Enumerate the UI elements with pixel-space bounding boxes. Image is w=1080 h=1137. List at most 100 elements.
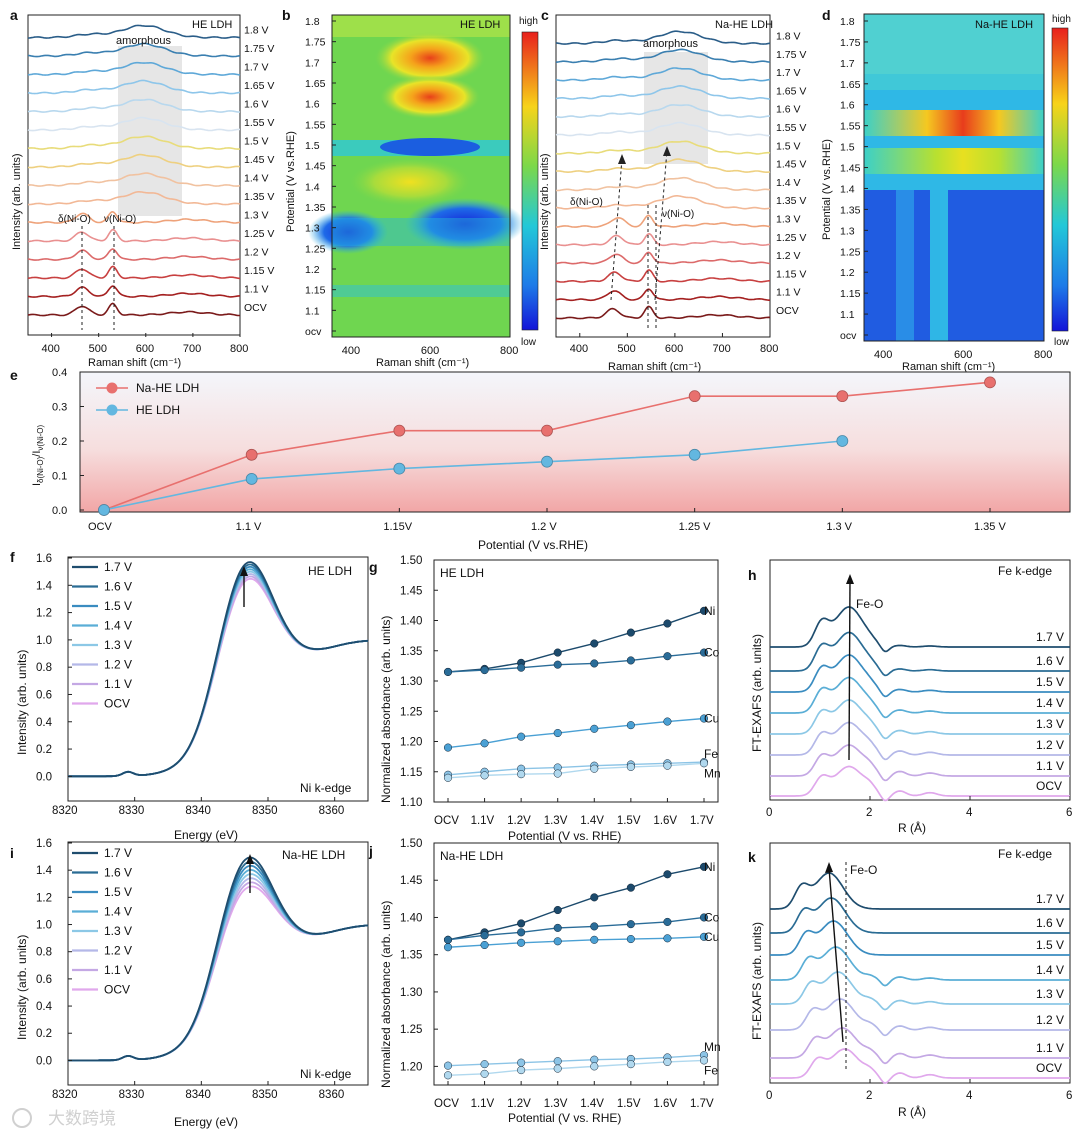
xtick-label: 6 xyxy=(1066,807,1072,819)
voltage-label-12: 1.65 V xyxy=(244,80,274,92)
xtick-label: 500 xyxy=(89,343,107,355)
ytick-label: ocv xyxy=(305,326,322,338)
panel-a-xlabel: Raman shift (cm⁻¹) xyxy=(88,357,181,369)
c-arrowhead-2 xyxy=(663,146,671,156)
colorbar-b-high: high xyxy=(519,16,538,27)
raman-spectrum-5 xyxy=(27,210,241,224)
heatmap-b-frame xyxy=(331,14,511,338)
panel-c: c Na-HE LDH amorphous δ(Ni-O) ν(Ni-O) OC… xyxy=(539,7,806,373)
voltage-label-1: 1.6 V xyxy=(1036,654,1064,668)
legend-label: 1.3 V xyxy=(104,638,132,652)
exafs-spectrum-6 xyxy=(770,1027,1070,1065)
raman-spectrum-9 xyxy=(27,135,241,150)
delta-nio-label: δ(Ni-O) xyxy=(58,214,91,225)
ytick-label: 1.2 xyxy=(840,267,855,279)
panel-j-series: Ni Co Cu Mn Fe xyxy=(443,860,721,1080)
panel-b-ylabel: Potential (V vs.RHE) xyxy=(285,131,297,232)
xtick-label: 8360 xyxy=(319,805,345,817)
data-point xyxy=(443,1061,453,1070)
voltage-label-12: 1.65 V xyxy=(776,85,806,97)
legend-label: 1.7 V xyxy=(104,560,132,574)
panel-j-title: Na-HE LDH xyxy=(440,849,503,863)
ytick-label: 1.7 xyxy=(305,57,320,69)
voltage-label-7: 1.4 V xyxy=(776,177,801,189)
xtick-label: 1.7V xyxy=(690,1098,714,1110)
data-point xyxy=(663,934,672,943)
panel-f: f HE LDH Ni k-edge 1.7 V1.6 V1.5 V1.4 V1… xyxy=(10,549,369,842)
ytick-label: 1.15 xyxy=(305,285,326,297)
exafs-spectrum-1 xyxy=(770,897,1070,934)
xtick-label: 8320 xyxy=(52,1089,78,1101)
data-point xyxy=(626,883,635,892)
raman-spectrum-13 xyxy=(27,61,241,76)
data-point xyxy=(626,721,635,730)
series-label: Ni xyxy=(704,604,715,618)
panel-f-legend: 1.7 V 1.6 V 1.5 V 1.4 V 1.3 V 1.2 V 1.1 V OCV xyxy=(72,560,132,711)
raman-spectrum-13 xyxy=(555,67,771,82)
ytick-label: 1.30 xyxy=(400,676,422,688)
panel-b-xlabel: Raman shift (cm⁻¹) xyxy=(376,357,469,369)
ytick-label: 1.50 xyxy=(400,555,422,567)
panel-k-ylabel: FT-EXAFS (arb. units) xyxy=(750,922,764,1040)
raman-spectrum-1 xyxy=(555,288,770,302)
data-point xyxy=(443,743,453,752)
ytick-label: 1.0 xyxy=(36,635,52,647)
ytick-label: 1.20 xyxy=(400,1061,422,1073)
series-line-0 xyxy=(447,610,705,673)
series-label: Ni xyxy=(704,860,715,874)
data-point xyxy=(626,935,635,944)
panel-b-yticks: ocv 1.1 1.15 1.2 1.25 1.3 1.35 1.4 1.45 1.5 1.55 1.… xyxy=(305,16,336,338)
panel-c-xlabel: Raman shift (cm⁻¹) xyxy=(608,361,701,373)
ytick-label: ocv xyxy=(840,330,857,342)
legend-label: Na-HE LDH xyxy=(136,381,199,395)
panel-g-xticks: OCV 1.1V 1.2V 1.3V 1.4V 1.5V 1.6V 1.7V xyxy=(434,798,714,827)
panel-g: g HE LDH Ni Co Cu Fe Mn 1.10 1.15 1.20 1.25 1.30… xyxy=(369,555,721,843)
heatmap-b-blue-band-2 xyxy=(332,218,510,246)
voltage-label-6: 1.35 V xyxy=(776,195,806,207)
ytick-label: 1.4 xyxy=(305,181,320,193)
data-point xyxy=(517,732,526,741)
panel-b: b HE LDH ocv 1.1 1.15 1.2 1.25 1.3 1.35 1.4 1.45… xyxy=(282,7,539,369)
panel-k-frame xyxy=(769,842,1071,1084)
ytick-label: 0.1 xyxy=(52,471,67,483)
heatmap-b-hot-spot-1 xyxy=(375,32,485,84)
ytick-label: 1.25 xyxy=(305,243,326,255)
ytick-label: 1.15 xyxy=(840,288,861,300)
panel-b-title: HE LDH xyxy=(460,19,500,31)
panel-letter-c: c xyxy=(541,7,549,23)
data-point xyxy=(480,739,489,748)
xtick-label: 1.6V xyxy=(653,1098,677,1110)
panel-j-yticks: 1.20 1.25 1.30 1.35 1.40 1.45 1.50 xyxy=(400,838,438,1073)
raman-spectrum-3 xyxy=(555,251,771,265)
data-point xyxy=(663,1057,672,1066)
voltage-label-9: 1.5 V xyxy=(776,140,801,152)
ytick-label: 1.6 xyxy=(36,838,52,850)
data-point xyxy=(480,940,489,950)
series-line-0 xyxy=(447,866,705,941)
data-point xyxy=(688,390,701,403)
panel-k-spectra: OCV 1.1 V 1.2 V 1.3 V 1.4 V 1.5 V 1.6 V 1.7 V xyxy=(770,872,1070,1085)
voltage-label-14: 1.75 V xyxy=(776,49,806,61)
data-point xyxy=(626,628,635,637)
panel-e-yticks: 0.0 0.1 0.2 0.3 0.4 xyxy=(52,367,84,517)
data-point xyxy=(480,666,489,675)
exafs-spectrum-3 xyxy=(770,946,1070,987)
heatmap-d-streak-1 xyxy=(896,190,914,341)
data-point xyxy=(541,424,553,437)
ytick-label: 0.6 xyxy=(36,974,52,986)
data-point xyxy=(984,376,996,389)
ytick-label: 1.1 xyxy=(840,309,855,321)
panel-e-frame xyxy=(79,371,1071,513)
data-point xyxy=(590,639,599,648)
ytick-label: 1.6 xyxy=(305,99,320,111)
legend-label: 1.3 V xyxy=(104,924,132,938)
exafs-spectrum-0 xyxy=(770,606,1070,653)
panel-k-arrowhead xyxy=(825,862,833,873)
voltage-label-5: 1.2 V xyxy=(1036,738,1064,752)
panel-i-xlabel: Energy (eV) xyxy=(174,1115,238,1129)
ytick-label: 1.0 xyxy=(36,920,52,932)
colorbar-d-low: low xyxy=(1054,337,1070,348)
ytick-label: 1.25 xyxy=(400,1024,422,1036)
c-arrow-2 xyxy=(654,149,668,301)
